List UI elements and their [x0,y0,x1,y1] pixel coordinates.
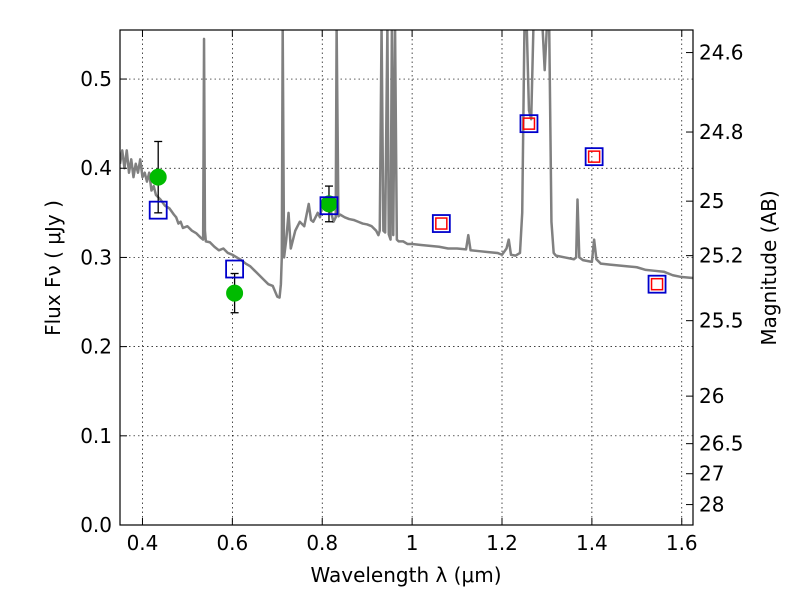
model-square-inner [587,150,601,163]
model-square [584,147,604,167]
x-tick-label: 0.8 [306,531,338,555]
x-tick-label: 1.2 [486,531,518,555]
observed-point [149,168,167,186]
marker-layer [148,114,667,314]
x-tick-label: 0.6 [216,531,248,555]
right-tick-label: 25 [699,189,724,213]
model-square [225,259,245,279]
x-tick-label: 1 [406,531,419,555]
observed-point [226,284,244,302]
observed-point [320,195,338,213]
y-tick-label: 0.2 [80,335,112,359]
model-square-inner [435,217,448,230]
x-tick-label: 1.4 [576,531,608,555]
spectrum-layer [120,30,693,299]
model-square-inner [522,117,536,130]
plot-frame [119,29,694,526]
y-tick-label: 0.5 [80,67,112,91]
model-square-inner [650,277,664,291]
plot-background [120,30,693,525]
spectrum-line [120,30,693,299]
right-tick-label: 28 [699,493,724,517]
x-tick-label: 0.4 [127,531,159,555]
y-tick-label: 0.3 [80,245,112,269]
ticks: 0.4 0.6 0.8 1 1.2 1.4 1.6 0.0 0.1 0.2 0.3 0.4 0.5 24.… [80,30,744,555]
y-axis-label: Flux Fν ( μJy ) [41,200,65,336]
right-tick-label: 27 [699,462,724,486]
right-tick-label: 24.8 [699,120,744,144]
model-square [148,200,168,220]
y-tick-label: 0.0 [80,513,112,537]
model-square [319,196,339,216]
right-tick-label: 24.6 [699,41,744,65]
right-tick-label: 26.5 [699,432,744,456]
right-tick-label: 25.5 [699,309,744,333]
right-tick-label: 25.2 [699,244,744,268]
model-square [647,274,667,294]
model-square [431,214,451,233]
x-axis-label: Wavelength λ (μm) [310,563,501,587]
right-tick-label: 26 [699,384,724,408]
y-tick-label: 0.1 [80,424,112,448]
right-axis-label: Magnitude (AB) [757,190,781,345]
x-tick-label: 1.6 [666,531,698,555]
y-tick-label: 0.4 [80,156,112,180]
model-square [519,114,539,134]
